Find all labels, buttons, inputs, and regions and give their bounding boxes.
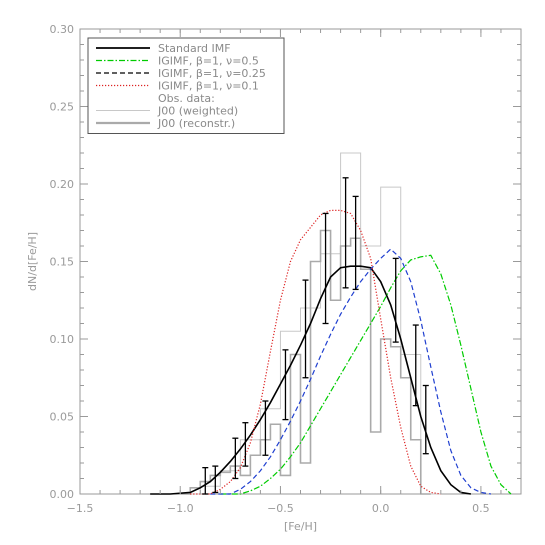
error-bar [232, 437, 239, 480]
y-tick-label: 0.30 [50, 23, 75, 36]
error-bar [352, 195, 359, 291]
legend-label: IGIMF, β=1, ν=0.1 [158, 80, 259, 93]
series-line [210, 248, 492, 495]
error-bar [392, 257, 399, 343]
legend-label: Obs. data: [158, 92, 215, 105]
legend-entry: IGIMF, β=1, ν=0.5 [96, 55, 259, 68]
error-bar [212, 465, 219, 494]
legend-entry: J00 (weighted) [96, 105, 238, 118]
x-axis-title: [Fe/H] [284, 520, 317, 533]
error-bar [202, 466, 209, 495]
series-layer [150, 209, 512, 495]
error-bar [302, 279, 309, 379]
error-bar-layer [202, 177, 429, 495]
legend-entry: Standard IMF [96, 42, 231, 55]
series-line [190, 209, 441, 495]
error-bar [322, 212, 329, 325]
series-line [220, 254, 512, 495]
y-tick-label: 0.00 [50, 488, 75, 501]
error-bar [242, 422, 249, 467]
x-tick-label: 0.0 [372, 502, 390, 515]
legend-label: IGIMF, β=1, ν=0.25 [158, 67, 266, 80]
x-tick-label: −1.5 [67, 502, 94, 515]
legend-entry: IGIMF, β=1, ν=0.25 [96, 67, 266, 80]
error-bar [412, 324, 419, 407]
legend-entry: J00 (reconstr.) [96, 117, 235, 130]
ticks-layer: −1.5 −1.0 −0.5 0.0 0.5 0.00 0.05 0.10 0.15 0.20 0.… [50, 23, 522, 515]
histogram-layer [180, 152, 441, 495]
x-tick-label: 0.5 [472, 502, 490, 515]
series-line [150, 265, 472, 495]
legend-label: J00 (weighted) [157, 105, 238, 118]
histogram-j00-reconstr- [180, 229, 431, 495]
legend-entry: IGIMF, β=1, ν=0.1 [96, 80, 259, 93]
legend-label: J00 (reconstr.) [157, 117, 235, 130]
error-bar [422, 384, 429, 455]
legend-label: IGIMF, β=1, ν=0.5 [158, 55, 259, 68]
x-tick-label: −1.0 [167, 502, 194, 515]
legend-label: Standard IMF [158, 42, 231, 55]
y-tick-label: 0.10 [50, 333, 75, 346]
y-tick-label: 0.25 [50, 101, 75, 114]
y-axis-title: dN/d[Fe/H] [26, 232, 39, 291]
y-tick-label: 0.05 [50, 411, 75, 424]
error-bar [262, 400, 269, 456]
y-tick-label: 0.15 [50, 256, 75, 269]
y-tick-label: 0.20 [50, 178, 75, 191]
error-bar [342, 177, 349, 289]
error-bar [282, 349, 289, 421]
x-tick-label: −0.5 [267, 502, 294, 515]
legend-entry: Obs. data: [158, 92, 215, 105]
